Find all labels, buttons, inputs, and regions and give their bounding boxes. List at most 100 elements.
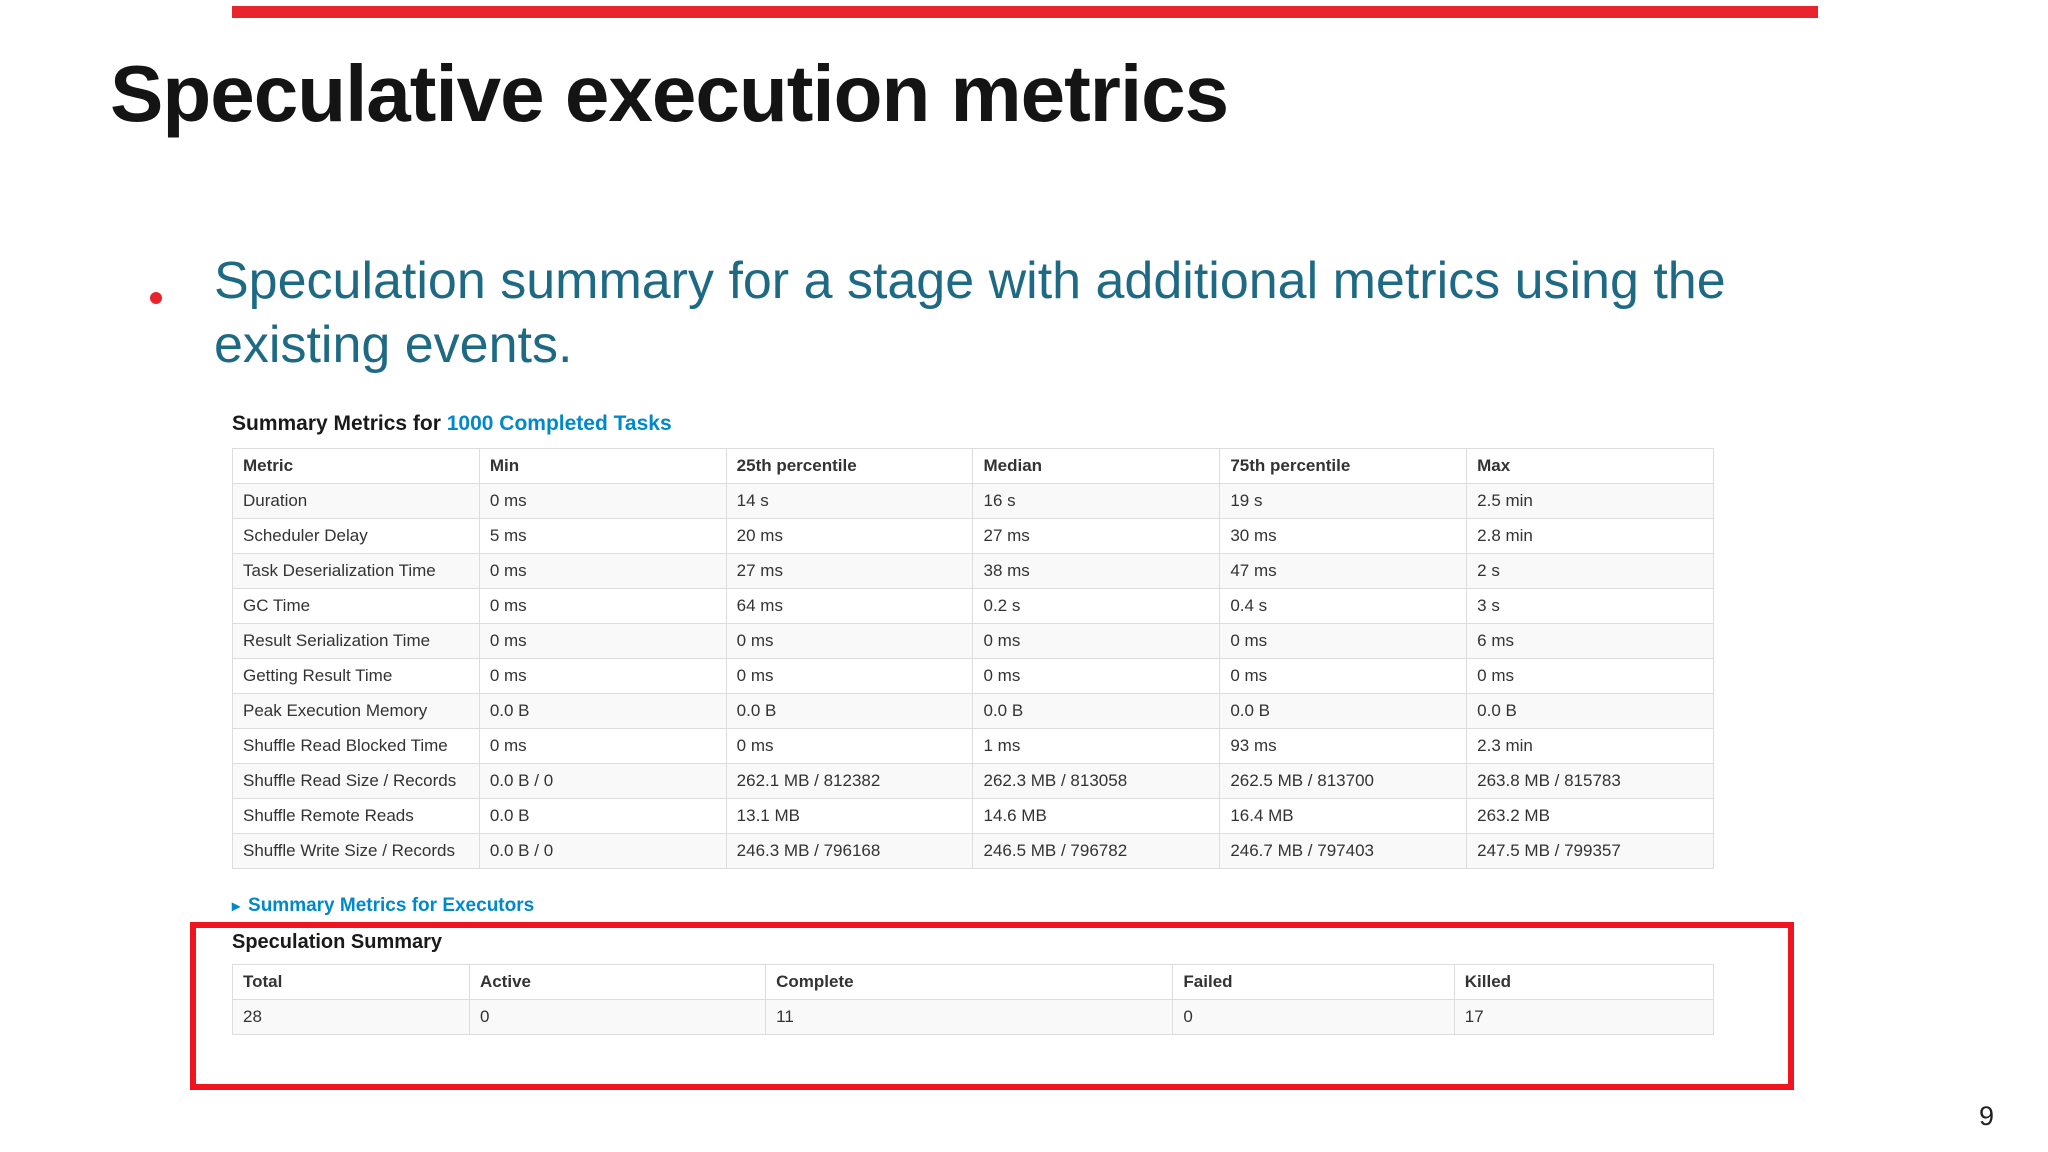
table-cell: 47 ms	[1219, 553, 1468, 589]
table-cell: 0 ms	[478, 728, 727, 764]
table-row: Shuffle Remote Reads 0.0 B 13.1 MB 14.6 MB 1…	[232, 798, 1714, 834]
table-cell: 16 s	[972, 483, 1221, 519]
table-cell: 3 s	[1466, 588, 1714, 624]
header-cell: Active	[468, 964, 767, 1000]
slide-title: Speculative execution metrics	[110, 49, 1229, 138]
header-cell: Failed	[1172, 964, 1455, 1000]
table-cell: 14 s	[725, 483, 974, 519]
table-cell: Shuffle Write Size / Records	[232, 833, 480, 869]
table-cell: 263.2 MB	[1466, 798, 1714, 834]
table-cell: 0 ms	[725, 728, 974, 764]
table-row: Getting Result Time 0 ms 0 ms 0 ms 0 ms 0 ms	[232, 658, 1714, 694]
table-cell: GC Time	[232, 588, 480, 624]
table-cell: 0	[468, 999, 767, 1035]
table-cell: 0 ms	[972, 623, 1221, 659]
table-cell: 0 ms	[972, 658, 1221, 694]
table-cell: 38 ms	[972, 553, 1221, 589]
table-cell: Shuffle Read Size / Records	[232, 763, 480, 799]
spark-ui-screenshot: Summary Metrics for 1000 Completed Tasks…	[232, 412, 1715, 1035]
table-cell: Scheduler Delay	[232, 518, 480, 554]
table-cell: 0 ms	[725, 623, 974, 659]
table-cell: 19 s	[1219, 483, 1468, 519]
page-number: 9	[1978, 1101, 1994, 1131]
table-cell: 0.0 B	[478, 798, 727, 834]
summary-metrics-title: Summary Metrics for 1000 Completed Tasks	[232, 412, 1714, 436]
table-row: 28 0 11 0 17	[232, 999, 1715, 1035]
table-cell: 20 ms	[725, 518, 974, 554]
table-cell: 0.0 B	[725, 693, 974, 729]
table-cell: 0.0 B	[478, 693, 727, 729]
table-cell: 2 s	[1466, 553, 1714, 589]
header-cell: Killed	[1453, 964, 1715, 1000]
table-row: Duration 0 ms 14 s 16 s 19 s 2.5 min	[232, 483, 1714, 519]
table-cell: 1 ms	[972, 728, 1221, 764]
table-cell: 5 ms	[478, 518, 727, 554]
table-row: Result Serialization Time 0 ms 0 ms 0 ms 0 m…	[232, 623, 1714, 659]
table-cell: 263.8 MB / 815783	[1466, 763, 1714, 799]
table-row: Peak Execution Memory 0.0 B 0.0 B 0.0 B 0.0 …	[232, 693, 1714, 729]
table-cell: 27 ms	[972, 518, 1221, 554]
table-cell: 16.4 MB	[1219, 798, 1468, 834]
speculation-summary-title: Speculation Summary	[232, 931, 443, 953]
table-cell: Duration	[232, 483, 480, 519]
table-cell: 0 ms	[478, 623, 727, 659]
table-row: Shuffle Write Size / Records 0.0 B / 0 246…	[232, 833, 1714, 869]
top-accent-bar	[232, 6, 1818, 18]
bullet-text: Speculation summary for a stage with add…	[214, 252, 1726, 374]
table-cell: 247.5 MB / 799357	[1466, 833, 1714, 869]
table-cell: 28	[232, 999, 470, 1035]
summary-metrics-title-prefix: Summary Metrics for	[232, 412, 447, 435]
table-cell: 0 ms	[478, 588, 727, 624]
table-cell: 0.4 s	[1219, 588, 1468, 624]
table-cell: 27 ms	[725, 553, 974, 589]
table-cell: 262.5 MB / 813700	[1219, 763, 1468, 799]
table-cell: 0.0 B	[972, 693, 1221, 729]
summary-metrics-for-executors-link[interactable]: ▸ Summary Metrics for Executors	[232, 895, 534, 917]
header-cell: Median	[972, 448, 1221, 484]
header-cell: Complete	[765, 964, 1174, 1000]
table-cell: 0	[1172, 999, 1455, 1035]
table-cell: 262.3 MB / 813058	[972, 763, 1221, 799]
table-cell: 13.1 MB	[725, 798, 974, 834]
table-cell: Shuffle Remote Reads	[232, 798, 480, 834]
table-cell: Result Serialization Time	[232, 623, 480, 659]
table-cell: 0.0 B	[1219, 693, 1468, 729]
table-cell: 0.0 B	[1466, 693, 1714, 729]
table-cell: Task Deserialization Time	[232, 553, 480, 589]
expand-triangle-icon: ▸	[232, 898, 241, 915]
header-row: Total Active Complete Failed Killed	[232, 964, 1715, 1000]
table-cell: 0 ms	[1219, 623, 1468, 659]
table-cell: 14.6 MB	[972, 798, 1221, 834]
table-cell: 2.5 min	[1466, 483, 1714, 519]
table-cell: Getting Result Time	[232, 658, 480, 694]
table-cell: 0.0 B / 0	[478, 833, 727, 869]
table-cell: 17	[1453, 999, 1715, 1035]
header-cell: Max	[1466, 448, 1714, 484]
speculation-summary-table: Total Active Complete Failed Killed 28 0 11 0 17	[232, 964, 1715, 1035]
header-cell: Metric	[232, 448, 480, 484]
header-cell: 25th percentile	[725, 448, 974, 484]
table-cell: 2.3 min	[1466, 728, 1714, 764]
table-cell: 64 ms	[725, 588, 974, 624]
summary-metrics-table: Metric Min 25th percentile Median 75th perce…	[232, 448, 1714, 869]
header-cell: 75th percentile	[1219, 448, 1468, 484]
table-cell: 0 ms	[478, 483, 727, 519]
header-cell: Min	[478, 448, 727, 484]
header-cell: Total	[232, 964, 470, 1000]
table-cell: 246.5 MB / 796782	[972, 833, 1221, 869]
table-cell: 2.8 min	[1466, 518, 1714, 554]
table-cell: 11	[765, 999, 1174, 1035]
table-row: Task Deserialization Time 0 ms 27 ms 38 ms 4…	[232, 553, 1714, 589]
executors-link-label: Summary Metrics for Executors	[248, 895, 535, 916]
header-row: Metric Min 25th percentile Median 75th perce…	[232, 448, 1714, 484]
table-cell: 93 ms	[1219, 728, 1468, 764]
completed-tasks-link[interactable]: 1000 Completed Tasks	[446, 412, 672, 435]
table-cell: 0 ms	[478, 553, 727, 589]
table-cell: 0 ms	[725, 658, 974, 694]
table-cell: 262.1 MB / 812382	[725, 763, 974, 799]
table-cell: 246.7 MB / 797403	[1219, 833, 1468, 869]
table-cell: Peak Execution Memory	[232, 693, 480, 729]
table-row: Shuffle Read Size / Records 0.0 B / 0 262.…	[232, 763, 1714, 799]
